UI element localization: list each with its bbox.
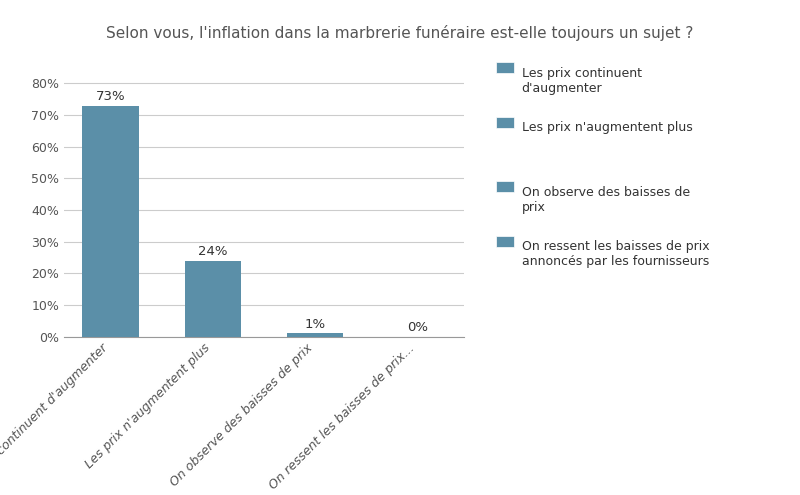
Bar [82,105,138,337]
Text: 0%: 0% [407,321,428,334]
Text: On ressent les baisses de prix
annoncés par les fournisseurs: On ressent les baisses de prix annoncés … [522,240,710,268]
Text: Les prix continuent
d'augmenter: Les prix continuent d'augmenter [522,67,642,95]
Bar [287,334,343,337]
Bar [185,261,241,337]
Text: On observe des baisses de
prix: On observe des baisses de prix [522,186,690,214]
Text: 1%: 1% [305,318,326,331]
Text: 24%: 24% [198,245,227,258]
Text: 73%: 73% [95,90,125,103]
Text: Selon vous, l'inflation dans la marbrerie funéraire est-elle toujours un sujet ?: Selon vous, l'inflation dans la marbreri… [106,25,694,41]
Text: Les prix n'augmentent plus: Les prix n'augmentent plus [522,121,692,134]
